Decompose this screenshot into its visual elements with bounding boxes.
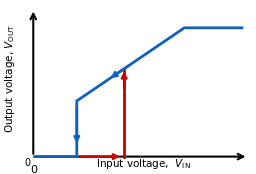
Text: Output voltage, $V_{\rm OUT}$: Output voltage, $V_{\rm OUT}$: [3, 24, 17, 133]
Text: 0: 0: [25, 158, 31, 168]
Text: 0: 0: [30, 165, 37, 174]
Text: Input voltage,  $V_{\rm IN}$: Input voltage, $V_{\rm IN}$: [96, 157, 191, 171]
